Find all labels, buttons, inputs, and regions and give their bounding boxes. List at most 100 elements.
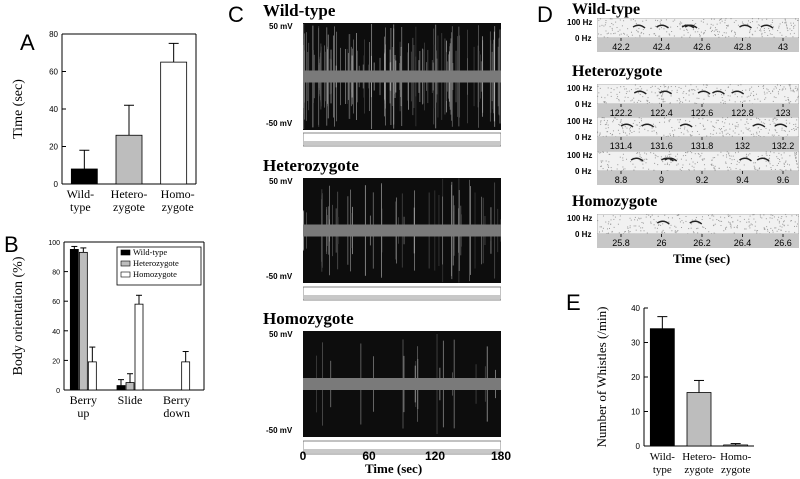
noise bbox=[749, 28, 751, 30]
noise bbox=[661, 233, 663, 235]
noise bbox=[630, 31, 632, 33]
noise bbox=[626, 34, 628, 36]
noise bbox=[702, 21, 704, 23]
noise bbox=[651, 214, 653, 216]
y-tick-label: 60 bbox=[52, 299, 60, 306]
noise bbox=[790, 169, 792, 171]
time-ruler bbox=[597, 137, 799, 151]
noise bbox=[649, 216, 651, 218]
noise bbox=[676, 214, 678, 216]
noise bbox=[681, 167, 683, 169]
noise bbox=[763, 87, 765, 89]
noise bbox=[772, 165, 774, 167]
panel-label-e: E bbox=[566, 290, 581, 315]
noise bbox=[638, 217, 640, 219]
noise bbox=[767, 230, 769, 232]
noise bbox=[736, 163, 738, 165]
noise bbox=[735, 168, 737, 170]
noise bbox=[794, 154, 796, 156]
noise bbox=[781, 169, 783, 171]
noise bbox=[769, 161, 771, 163]
noise bbox=[797, 127, 799, 129]
noise bbox=[796, 99, 798, 101]
noise bbox=[747, 20, 749, 22]
noise bbox=[622, 128, 624, 130]
whistle-mark bbox=[641, 123, 655, 128]
noise bbox=[795, 18, 797, 20]
noise bbox=[724, 227, 726, 229]
noise bbox=[607, 94, 609, 96]
noise bbox=[771, 34, 773, 36]
noise bbox=[681, 25, 683, 27]
noise bbox=[754, 225, 756, 227]
noise bbox=[666, 31, 668, 33]
noise bbox=[734, 33, 736, 35]
noise bbox=[630, 219, 632, 221]
noise bbox=[777, 30, 779, 32]
noise bbox=[609, 26, 611, 28]
noise bbox=[637, 31, 639, 33]
noise bbox=[736, 160, 738, 162]
noise bbox=[771, 21, 773, 23]
noise bbox=[679, 28, 681, 30]
noise bbox=[795, 123, 797, 125]
noise bbox=[702, 33, 704, 35]
noise bbox=[738, 162, 740, 164]
noise bbox=[753, 214, 755, 216]
noise bbox=[784, 96, 786, 98]
noise bbox=[783, 225, 785, 227]
noise bbox=[767, 161, 769, 163]
noise bbox=[696, 161, 698, 163]
noise bbox=[598, 151, 600, 153]
noise bbox=[725, 228, 727, 230]
noise bbox=[616, 168, 618, 170]
noise bbox=[747, 154, 749, 156]
noise bbox=[779, 32, 781, 34]
noise bbox=[728, 155, 730, 157]
noise bbox=[673, 134, 675, 136]
spec-title-1: Heterozygote bbox=[572, 63, 663, 80]
noise bbox=[670, 224, 672, 226]
noise bbox=[705, 228, 707, 230]
time-tick-label: 132 bbox=[735, 141, 750, 151]
noise bbox=[769, 217, 771, 219]
y-tick-label: 20 bbox=[49, 143, 58, 152]
noise bbox=[691, 152, 693, 154]
noise bbox=[664, 163, 666, 165]
noise bbox=[676, 158, 678, 160]
noise bbox=[773, 117, 775, 119]
noise bbox=[710, 121, 712, 123]
noise bbox=[790, 220, 792, 222]
noise bbox=[608, 153, 610, 155]
spectrogram-bg bbox=[597, 84, 799, 105]
noise bbox=[713, 232, 715, 234]
bar bbox=[115, 134, 143, 185]
noise bbox=[629, 217, 631, 219]
noise bbox=[698, 28, 700, 30]
noise bbox=[607, 223, 609, 225]
whistle-mark bbox=[656, 220, 670, 225]
noise bbox=[660, 27, 662, 29]
time-tick-label: 42.6 bbox=[693, 42, 711, 52]
noise bbox=[607, 164, 609, 166]
noise bbox=[773, 88, 775, 90]
noise bbox=[764, 228, 766, 230]
noise bbox=[709, 136, 711, 138]
noise bbox=[785, 161, 787, 163]
whistle-mark bbox=[630, 157, 644, 162]
baseline-band bbox=[303, 70, 501, 83]
noise bbox=[695, 103, 697, 105]
noise bbox=[616, 27, 618, 29]
noise bbox=[690, 136, 692, 138]
noise bbox=[703, 125, 705, 127]
noise bbox=[598, 33, 600, 35]
noise bbox=[621, 170, 623, 172]
noise bbox=[795, 158, 797, 160]
noise bbox=[737, 124, 739, 126]
noise bbox=[701, 158, 703, 160]
category-label: type bbox=[653, 464, 672, 476]
noise bbox=[781, 127, 783, 129]
noise bbox=[655, 126, 657, 128]
noise bbox=[699, 156, 701, 158]
noise bbox=[716, 29, 718, 31]
